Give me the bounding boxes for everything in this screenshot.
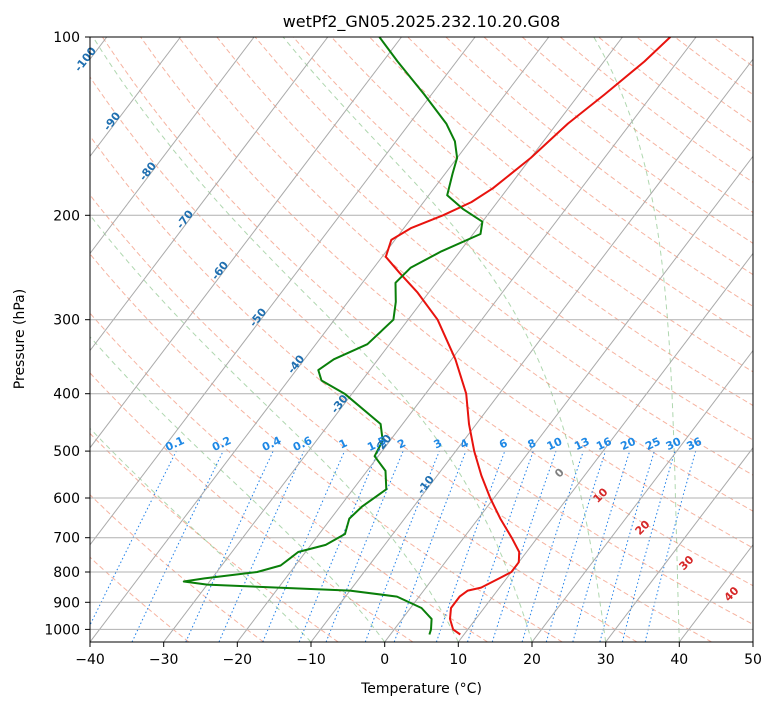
- temperature-profile-line: [384, 37, 671, 636]
- dry-adiabat-line: [90, 253, 563, 642]
- isotherm-line: [605, 446, 753, 642]
- mixing-ratio-line: [599, 450, 655, 642]
- dry-adiabat-line: [331, 37, 753, 373]
- dry-adiabat-line: [101, 37, 753, 587]
- isotherm-line: [90, 37, 476, 546]
- mixing-ratio-label: 25: [643, 435, 662, 453]
- dry-adiabat-line: [90, 494, 264, 642]
- isotherm-line: [90, 37, 550, 642]
- mixing-ratio-line: [521, 450, 584, 642]
- mixing-ratio-line: [298, 450, 379, 642]
- dry-adiabat-line: [90, 135, 712, 642]
- isotherm-line: [90, 37, 329, 352]
- mixing-ratio-label: 10: [545, 435, 565, 453]
- y-tick-label: 400: [53, 387, 80, 403]
- x-axis-title: Temperature (°C): [360, 681, 482, 697]
- x-tick-label: −10: [296, 652, 326, 668]
- mixing-ratio-line: [262, 450, 346, 642]
- sounding-profiles: [182, 37, 671, 636]
- mixing-ratio-line: [325, 450, 404, 642]
- x-tick-label: −30: [149, 652, 179, 668]
- x-tick-label: 50: [744, 652, 762, 668]
- dry-adiabat-line: [90, 76, 753, 625]
- x-tick-label: −40: [75, 652, 105, 668]
- y-tick-label: 100: [53, 30, 80, 46]
- mixing-ratio-label: 30: [664, 435, 684, 453]
- x-tick-label: 10: [449, 652, 467, 668]
- y-axis-title: Pressure (hPa): [12, 289, 28, 389]
- mixing-ratio-line: [491, 450, 557, 642]
- dry-adiabat-line: [90, 312, 488, 642]
- mixing-ratio-line: [467, 450, 534, 642]
- moist-adiabat-line: [90, 214, 459, 642]
- y-tick-label: 500: [53, 444, 80, 460]
- isotherm-line: [90, 37, 181, 158]
- moist-adiabat-line: [282, 37, 607, 642]
- y-tick-label: 1000: [44, 622, 80, 638]
- y-tick-label: 200: [53, 208, 80, 224]
- dry-adiabat-line: [178, 37, 753, 512]
- background-lines: [90, 37, 753, 642]
- mixing-ratio-label: 13: [572, 435, 591, 453]
- isotherm-line: [384, 155, 753, 642]
- x-tick-label: 0: [380, 652, 389, 668]
- y-tick-label: 300: [53, 313, 80, 329]
- dry-adiabat-line: [90, 194, 638, 642]
- x-tick-label: −20: [223, 652, 253, 668]
- mixing-ratio-label: 36: [685, 435, 705, 453]
- mixing-ratio-line: [364, 450, 440, 642]
- mixing-ratio-label: 20: [619, 435, 639, 453]
- mixing-ratio-line: [572, 450, 631, 642]
- grid-lines: [90, 37, 753, 642]
- dry-adiabat-line: [90, 556, 190, 642]
- x-tick-label: 20: [523, 652, 541, 668]
- dewpoint-profile-line: [182, 37, 484, 635]
- mixing-ratio-label: 16: [594, 435, 614, 453]
- y-tick-label: 800: [53, 565, 80, 581]
- mixing-ratio-line: [90, 450, 177, 627]
- mixing-ratio-line: [218, 450, 305, 642]
- dry-adiabat-line: [216, 37, 753, 476]
- y-tick-label: 900: [53, 595, 80, 611]
- isotherm-line: [236, 37, 697, 642]
- isotherm-line: [163, 37, 623, 642]
- mixing-ratio-line: [621, 450, 676, 642]
- isotherm-line: [531, 349, 753, 642]
- chart-title: wetPf2_GN05.2025.232.10.20.G08: [283, 12, 561, 32]
- x-tick-label: 40: [670, 652, 688, 668]
- x-axis: −40 −30 −20 −10 0 10 20 30 40 50: [75, 642, 762, 668]
- moist-adiabat-line: [593, 37, 680, 642]
- isotherm-line: [457, 252, 753, 642]
- dry-adiabat-line: [292, 37, 753, 407]
- y-tick-label: 600: [53, 491, 80, 507]
- y-tick-label: 700: [53, 531, 80, 547]
- y-axis: 100 200 300 400 500 600 700 800 900 1000: [44, 30, 90, 638]
- plot-frame: [89, 36, 754, 643]
- isotherm-line: [90, 37, 255, 255]
- isotherm-line: [90, 37, 402, 449]
- x-tick-label: 30: [597, 652, 615, 668]
- mixing-ratio-line: [545, 450, 606, 642]
- isotherm-line: [310, 58, 753, 642]
